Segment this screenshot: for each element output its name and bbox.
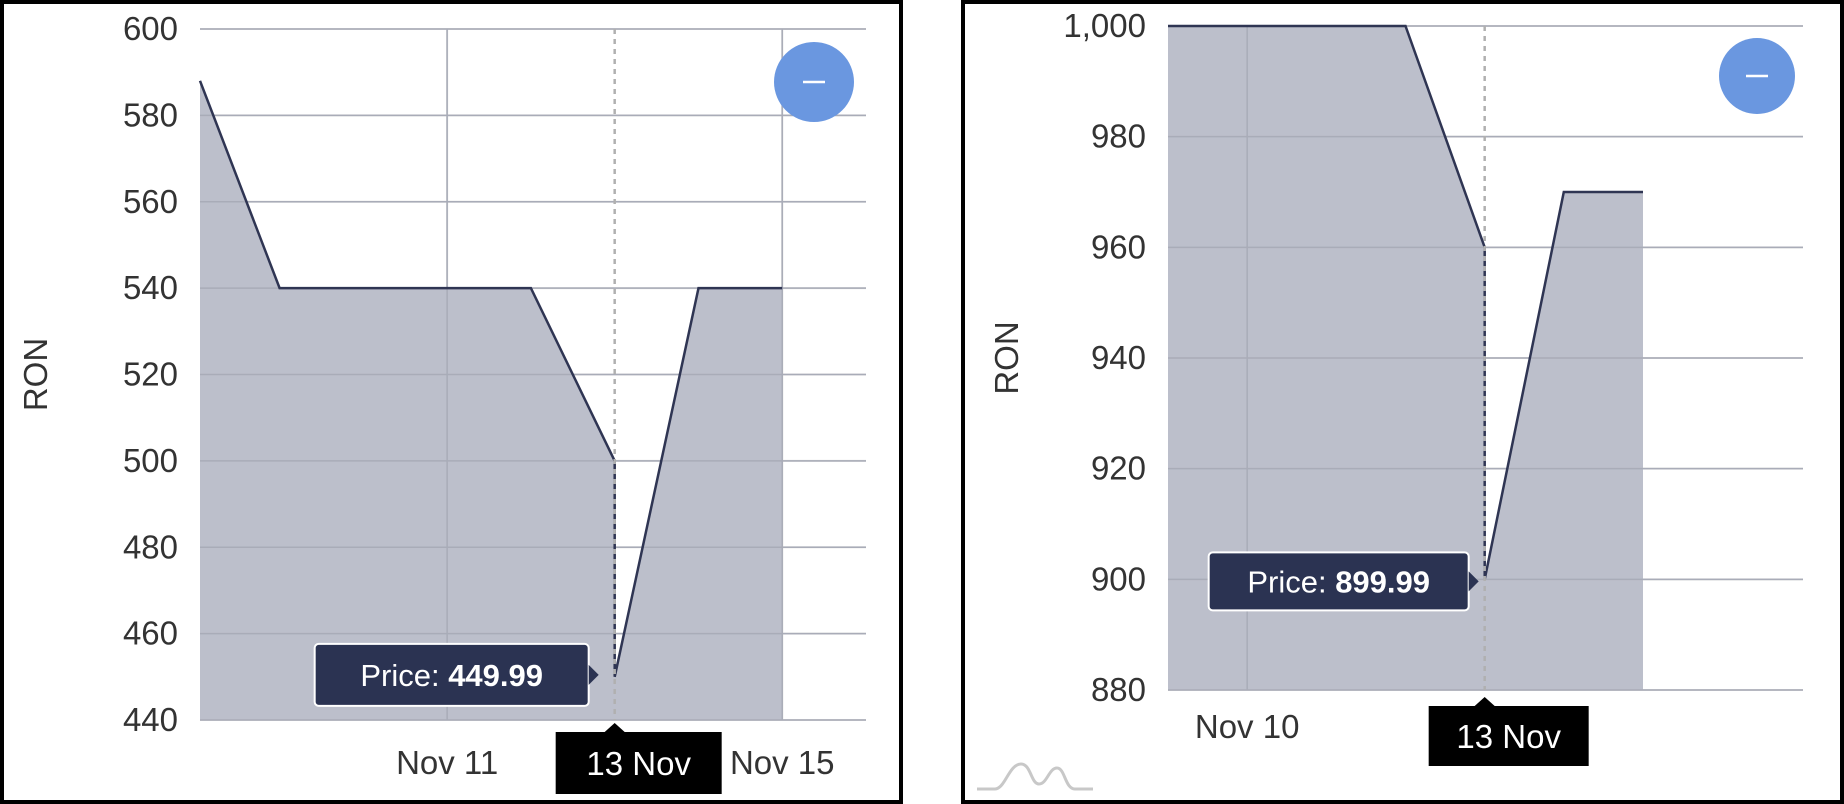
date-label-text: 13 Nov bbox=[586, 745, 691, 782]
price-tooltip: Price: 449.99 bbox=[313, 642, 599, 707]
y-tick-label: 980 bbox=[1091, 118, 1146, 155]
y-tick-label: 940 bbox=[1091, 339, 1146, 376]
y-tick-label: 500 bbox=[123, 442, 178, 479]
tooltip-pointer bbox=[588, 664, 599, 685]
y-tick-label: 900 bbox=[1091, 560, 1146, 597]
x-tick-label: Nov 10 bbox=[1195, 708, 1300, 745]
y-tick-label: 540 bbox=[123, 269, 178, 306]
price-tooltip: Price: 899.99 bbox=[1207, 551, 1479, 612]
y-tick-label: 580 bbox=[123, 96, 178, 133]
hover-date-label: 13 Nov bbox=[1428, 697, 1589, 766]
date-label-text: 13 Nov bbox=[1456, 718, 1561, 755]
y-axis-title: RON bbox=[988, 321, 1025, 394]
y-tick-label: 520 bbox=[123, 356, 178, 393]
y-tick-label: 480 bbox=[123, 528, 178, 565]
date-label-box bbox=[1428, 706, 1589, 766]
y-tick-label: 1,000 bbox=[1063, 7, 1146, 44]
date-label-pointer bbox=[604, 723, 625, 732]
price-line bbox=[198, 80, 783, 678]
x-tick-label: Nov 11 bbox=[396, 744, 498, 781]
tooltip-pointer bbox=[1468, 571, 1479, 592]
tooltip-box bbox=[1207, 551, 1470, 612]
tooltip-text: Price: 899.99 bbox=[1247, 564, 1430, 599]
y-tick-label: 560 bbox=[123, 183, 178, 220]
y-tick-label: 880 bbox=[1091, 671, 1146, 708]
date-label-pointer bbox=[1474, 697, 1495, 706]
tooltip-label: Price: bbox=[1247, 564, 1335, 599]
chart-svg-right: 1,000 980 960 940 920 900 880 Nov 10 Price: 899.… bbox=[977, 7, 1803, 791]
price-chart-left: 600 580 560 540 520 500 480 460 440 Nov 11 Nov 15 P… bbox=[0, 0, 903, 804]
zoom-out-button[interactable] bbox=[774, 42, 854, 122]
y-tick-label: 460 bbox=[123, 615, 178, 652]
y-axis-title: RON bbox=[17, 338, 54, 411]
y-tick-label: 960 bbox=[1091, 228, 1146, 265]
y-tick-label: 920 bbox=[1091, 450, 1146, 487]
tooltip-label: Price: bbox=[360, 658, 448, 693]
tooltip-text: Price: 449.99 bbox=[360, 658, 543, 693]
y-tick-label: 600 bbox=[123, 10, 178, 47]
price-line bbox=[1168, 24, 1643, 580]
chart-logo-icon bbox=[977, 762, 1093, 791]
price-chart-right: 1,000 980 960 940 920 900 880 Nov 10 Price: 899.… bbox=[961, 0, 1844, 804]
chart-svg-left: 600 580 560 540 520 500 480 460 440 Nov 11 Nov 15 P… bbox=[17, 10, 866, 794]
zoom-out-button[interactable] bbox=[1719, 38, 1795, 114]
hover-date-label: 13 Nov bbox=[555, 723, 722, 794]
y-tick-label: 440 bbox=[123, 701, 178, 738]
price-area bbox=[200, 80, 783, 721]
tooltip-value: 449.99 bbox=[448, 658, 543, 693]
date-label-box bbox=[555, 732, 722, 794]
tooltip-value: 899.99 bbox=[1335, 564, 1430, 599]
x-tick-label: Nov 15 bbox=[730, 744, 835, 781]
